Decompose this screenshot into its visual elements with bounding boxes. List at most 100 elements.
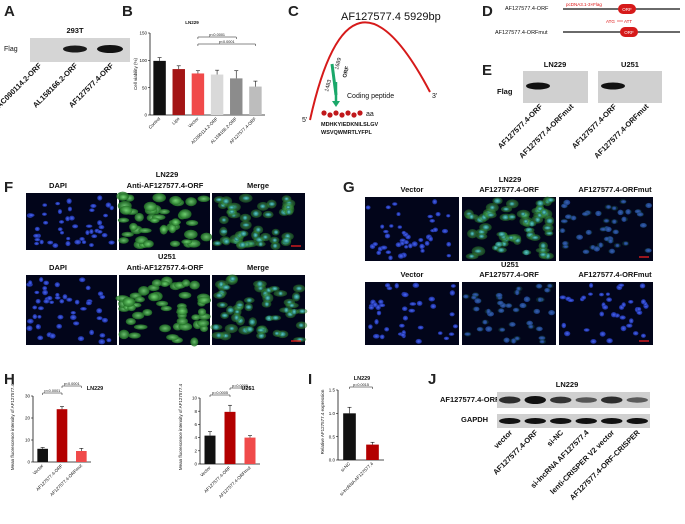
nucleus: [265, 295, 271, 301]
cell: [544, 287, 552, 293]
nucleus: [57, 209, 63, 215]
nucleus: [408, 308, 416, 313]
cell: [197, 296, 212, 304]
nucleus: [286, 209, 291, 215]
nucleus: [508, 236, 514, 240]
panel-c-letter: C: [288, 3, 299, 20]
nucleus: [106, 338, 112, 343]
panel-f-bottom-images: [26, 274, 308, 347]
nucleus: [470, 231, 475, 236]
nucleus: [396, 212, 401, 217]
nucleus: [39, 277, 44, 283]
panel-c-3prime: 3': [432, 93, 437, 100]
x-tick-label: si-NC: [340, 461, 352, 473]
nucleus: [509, 322, 516, 327]
panel-d: D pcDNA3.1-3×Flag AF127577.4-ORF ORF ATG…: [482, 2, 680, 37]
nucleus: [590, 339, 597, 344]
nucleus: [384, 283, 391, 288]
nucleus: [495, 241, 503, 247]
panel-d-construct-2: AF127577.4-ORFmut: [495, 30, 548, 36]
cell: [560, 218, 568, 224]
nucleus: [365, 205, 371, 210]
nucleus: [274, 331, 279, 336]
panel-c-aa-chain: [321, 110, 363, 118]
bar: [343, 413, 356, 460]
cell: [118, 193, 129, 201]
panel-f-top-col-2: Anti-AF127577.4-ORF: [127, 181, 204, 190]
nucleus: [540, 252, 547, 257]
panel-j-letter: J: [428, 371, 436, 388]
y-tick-label: 2: [194, 448, 197, 453]
nucleus: [599, 331, 606, 337]
sig-bracket: [61, 385, 82, 388]
nucleus: [380, 245, 388, 250]
cell: [169, 240, 181, 247]
nucleus: [608, 238, 613, 244]
band: [524, 396, 546, 404]
y-tick-label: 0.0: [329, 458, 336, 463]
nucleus: [623, 241, 629, 246]
nucleus: [523, 296, 531, 303]
panel-j-row-2: GAPDH: [461, 415, 488, 424]
nucleus: [588, 283, 594, 288]
nucleus: [271, 286, 278, 291]
nucleus: [89, 329, 95, 336]
nucleus: [581, 295, 587, 300]
nucleus: [62, 294, 68, 300]
nucleus: [564, 330, 571, 337]
nucleus: [42, 203, 48, 207]
cell: [612, 229, 620, 235]
cell: [197, 319, 210, 327]
nucleus: [99, 333, 106, 338]
nucleus: [474, 249, 482, 253]
nucleus: [546, 218, 553, 224]
nucleus: [27, 213, 35, 218]
nucleus: [372, 333, 380, 339]
bar: [210, 74, 224, 115]
cell: [176, 317, 188, 326]
nucleus: [46, 295, 53, 301]
nucleus: [536, 283, 543, 289]
y-tick-label: 6: [194, 422, 197, 427]
nucleus: [511, 338, 516, 344]
nucleus: [562, 241, 568, 246]
nucleus: [385, 205, 391, 210]
nucleus: [268, 202, 275, 206]
nucleus: [229, 326, 235, 331]
y-tick-label: 10: [25, 438, 31, 443]
nucleus: [612, 219, 617, 224]
nucleus: [96, 308, 103, 314]
cell: [189, 280, 200, 290]
nucleus: [214, 241, 221, 246]
nucleus: [216, 293, 223, 298]
nucleus: [388, 255, 393, 261]
nucleus: [402, 315, 409, 321]
nucleus: [606, 297, 612, 302]
nucleus: [482, 319, 488, 325]
band: [601, 418, 623, 424]
nucleus: [395, 242, 402, 248]
nucleus: [258, 241, 263, 247]
nucleus: [401, 230, 407, 235]
nucleus: [284, 307, 289, 313]
nucleus: [97, 195, 103, 201]
panel-e-band-1: [526, 82, 550, 90]
panel-d-vector: pcDNA3.1-3×Flag: [566, 2, 602, 7]
cell: [593, 246, 601, 252]
nucleus: [595, 210, 602, 217]
nucleus: [605, 292, 610, 296]
nucleus: [263, 235, 268, 239]
nucleus: [245, 304, 252, 310]
panel-b-ylabel: Cell viability (%): [133, 58, 138, 91]
cell: [613, 242, 621, 248]
band: [499, 396, 521, 404]
nucleus: [32, 305, 38, 310]
cell: [548, 310, 556, 316]
nucleus: [629, 318, 634, 324]
cell: [178, 209, 192, 220]
nucleus: [368, 324, 373, 330]
micrograph: [462, 282, 556, 345]
panel-f-bottom-col-2: Anti-AF127577.4-ORF: [127, 263, 204, 272]
panel-f-top-col-1: DAPI: [49, 181, 67, 190]
panel-c-pos2: 1689: [334, 57, 343, 70]
